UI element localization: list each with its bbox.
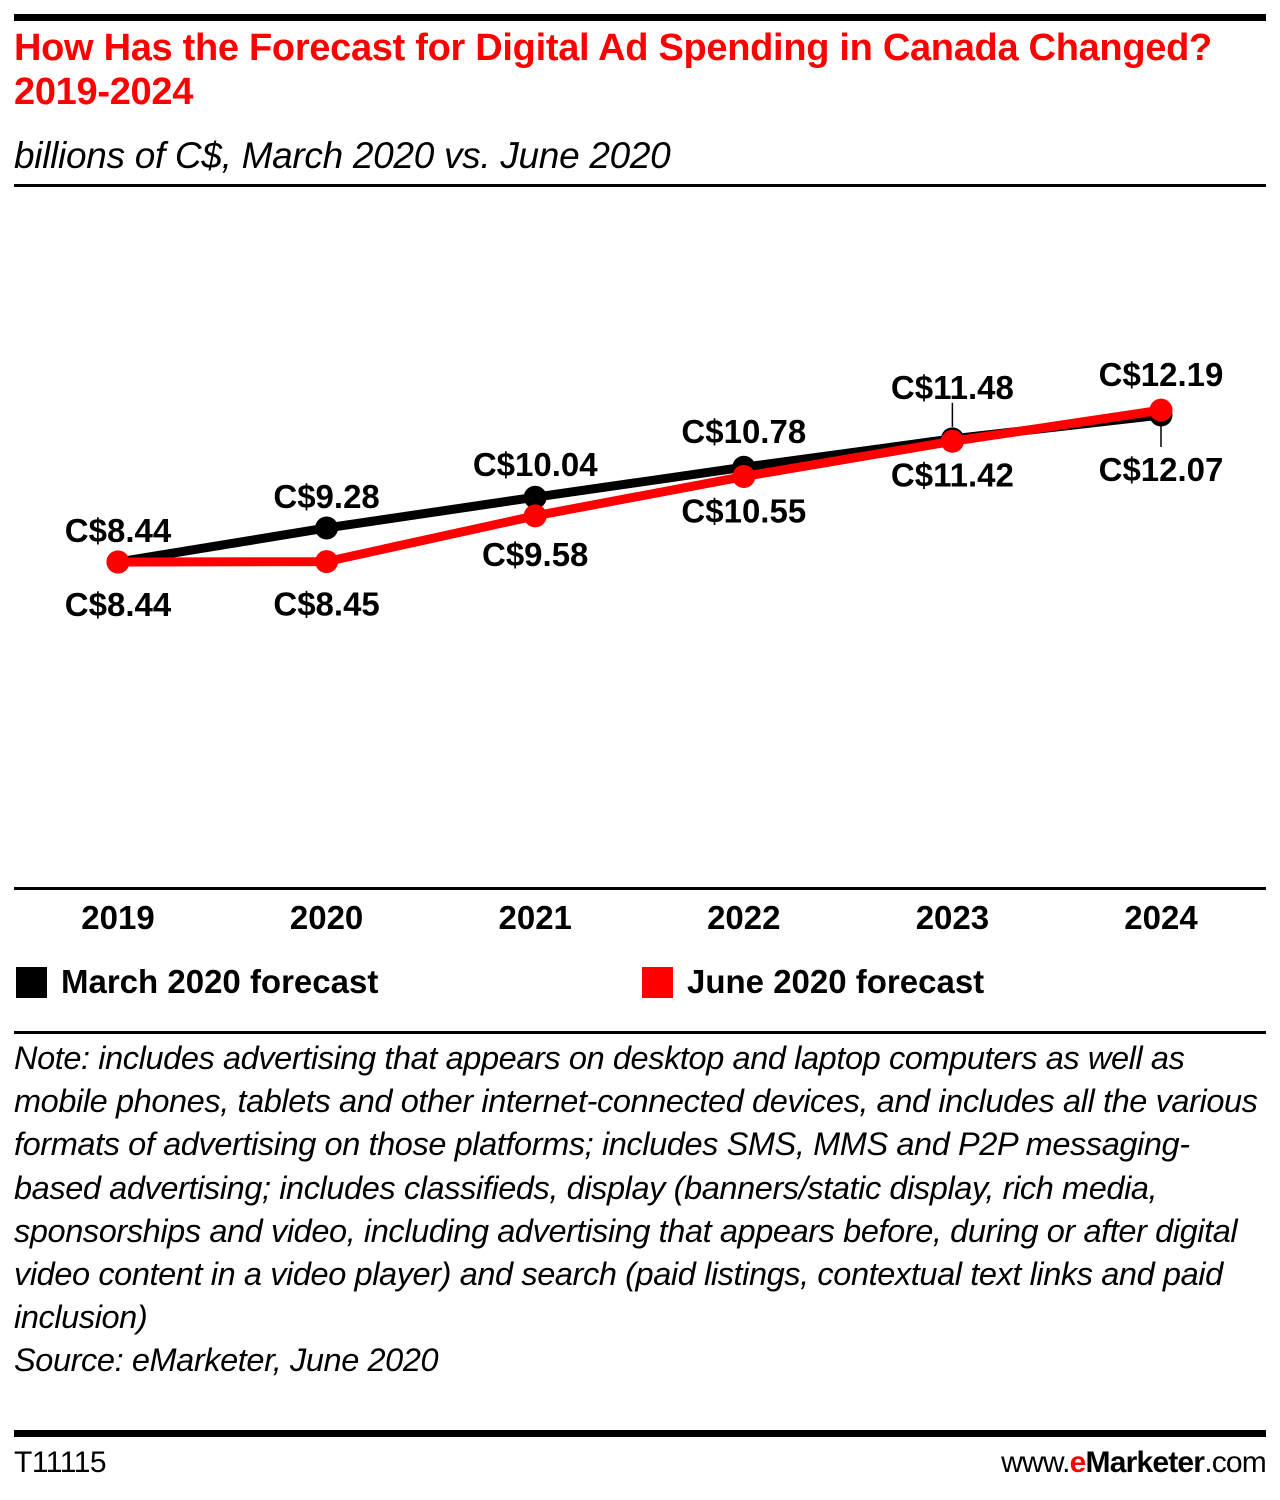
note-text: Note: includes advertising that appears … [14,1040,1258,1336]
data-label-march: C$8.44 [65,512,172,549]
series-line-june [113,405,1166,567]
data-label-march: C$12.07 [1099,451,1224,488]
x-tick-label: 2019 [81,899,154,936]
brand-name: Marketer [1085,1446,1205,1479]
data-point-march [523,485,547,509]
line-chart: 2019 2020 2021 2022 2023 2024 C$8.44 C$9.28 C$10… [65,356,1224,936]
data-point-june [940,429,964,453]
legend-item-june: June 2020 forecast [642,963,984,1001]
note-rule [14,1031,1266,1034]
x-axis-line [14,887,1266,890]
bottom-rule [14,1430,1266,1437]
legend-item-march: March 2020 forecast [16,963,378,1001]
data-label-june: C$8.44 [65,586,172,623]
x-tick-label: 2023 [916,899,989,936]
legend-swatch-march [16,966,47,998]
source-text: Source: eMarketer, June 2020 [14,1342,439,1379]
x-tick-label: 2022 [707,899,780,936]
x-tick-label: 2024 [1124,899,1198,936]
chart-title: How Has the Forecast for Digital Ad Spen… [14,27,1212,113]
brand-link[interactable]: www.eMarketer.com [1001,1446,1267,1480]
brand-prefix: www. [1001,1446,1070,1479]
data-point-march [315,516,339,540]
x-tick-label: 2020 [290,899,363,936]
notes: Note: includes advertising that appears … [14,1037,1274,1383]
data-label-june: C$10.55 [681,493,806,530]
data-point-june [523,504,547,528]
data-point-june [106,550,130,574]
data-label-june: C$12.19 [1099,356,1224,393]
data-point-june [732,465,756,489]
x-tick-label: 2021 [498,899,571,936]
brand-suffix: .com [1204,1446,1267,1479]
data-label-june: C$8.45 [273,586,379,623]
legend-swatch-june [642,966,673,998]
data-label-march: C$10.78 [681,413,806,450]
chart-id: T11115 [14,1446,107,1479]
data-label-june: C$11.42 [891,456,1014,493]
subtitle-rule [14,184,1266,187]
data-point-june [1149,398,1173,422]
data-label-march: C$10.04 [473,446,598,483]
legend-label-june: June 2020 forecast [687,963,985,1000]
brand-e: e [1069,1446,1087,1479]
data-label-march: C$11.48 [891,369,1014,406]
data-point-june [315,550,339,574]
data-label-march: C$9.28 [273,478,379,515]
data-label-june: C$9.58 [482,536,588,573]
top-rule [14,14,1266,21]
legend-label-march: March 2020 forecast [61,963,379,1000]
chart-subtitle: billions of C$, March 2020 vs. June 2020 [14,135,671,176]
